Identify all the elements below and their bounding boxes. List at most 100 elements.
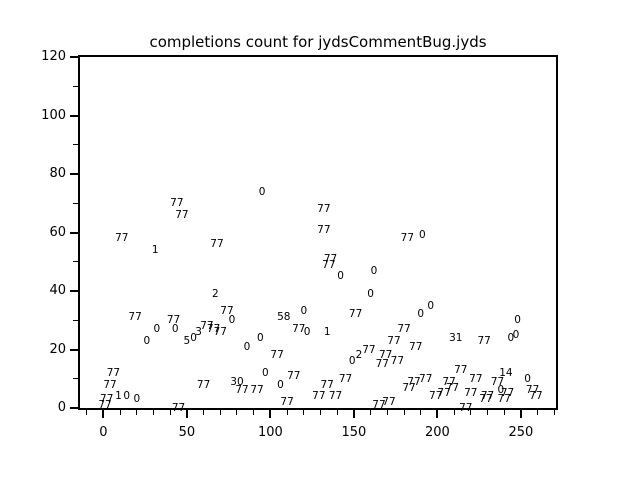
- x-minor-tick: [253, 410, 255, 415]
- x-minor-tick: [136, 410, 138, 415]
- x-major-tick: [352, 410, 355, 418]
- y-minor-tick: [73, 319, 78, 321]
- data-point-label: 77: [362, 343, 376, 356]
- y-tick-label: 0: [57, 400, 66, 415]
- data-point-label: 77: [235, 384, 249, 397]
- y-minor-tick: [73, 378, 78, 380]
- data-point-label: 0: [419, 229, 426, 242]
- y-tick-label: 120: [41, 49, 66, 64]
- x-tick-label: 100: [257, 425, 283, 440]
- data-point-label: 77: [206, 323, 221, 336]
- x-tick-label: 50: [178, 425, 196, 440]
- x-major-tick: [185, 410, 188, 418]
- y-minor-tick: [73, 261, 78, 263]
- data-point-label: 77: [323, 252, 338, 265]
- data-point-label: 1: [323, 325, 331, 338]
- data-point-label: 0: [133, 393, 141, 406]
- data-point-label: 77: [387, 334, 401, 347]
- data-point-label: 30: [230, 375, 244, 388]
- data-point-label: 0: [300, 305, 308, 318]
- data-point-label: 77: [479, 393, 493, 406]
- data-point-label: 77: [390, 355, 405, 368]
- data-point-label: 77: [400, 232, 415, 245]
- data-point-label: 3: [195, 325, 202, 338]
- data-point-label: 0: [514, 314, 521, 327]
- x-major-tick: [269, 410, 272, 418]
- data-point-label: 77: [419, 372, 433, 385]
- y-minor-tick: [73, 202, 78, 204]
- data-point-label: 0: [143, 334, 151, 347]
- x-minor-tick: [152, 410, 154, 415]
- x-minor-tick: [470, 410, 472, 415]
- data-point-label: 77: [378, 349, 393, 362]
- x-tick-label: 200: [424, 425, 450, 440]
- x-tick-label: 250: [508, 425, 534, 440]
- data-point-label: 77: [454, 363, 468, 376]
- x-minor-tick: [403, 410, 405, 415]
- data-point-label: 77: [477, 334, 491, 347]
- data-point-label: 0: [427, 299, 435, 312]
- y-tick-label: 100: [41, 107, 66, 123]
- data-point-label: 77: [317, 203, 331, 216]
- data-point-label: 77: [100, 393, 114, 406]
- x-major-tick: [436, 410, 439, 418]
- y-minor-tick: [73, 85, 78, 87]
- data-point-label: 0: [370, 264, 378, 277]
- data-point-label: 77: [469, 372, 483, 385]
- x-minor-tick: [420, 410, 422, 415]
- data-point-label: 77: [525, 384, 540, 397]
- data-point-label: 77: [312, 390, 326, 403]
- data-point-label: 77: [292, 323, 306, 336]
- data-point-label: 0: [243, 340, 251, 353]
- data-point-label: 0: [262, 366, 269, 379]
- data-point-label: 77: [529, 390, 543, 403]
- data-point-label: 77: [500, 387, 515, 400]
- x-minor-tick: [453, 410, 455, 415]
- data-point-label: 77: [338, 372, 353, 385]
- data-point-label: 77: [166, 314, 181, 327]
- data-point-label: 77: [320, 378, 334, 391]
- x-minor-tick: [553, 410, 555, 415]
- y-minor-tick: [73, 144, 78, 146]
- data-point-label: 77: [437, 387, 451, 400]
- y-tick-label: 60: [49, 224, 66, 240]
- data-point-label: 0: [153, 323, 161, 336]
- data-point-label: 77: [287, 369, 301, 382]
- x-minor-tick: [169, 410, 171, 415]
- x-minor-tick: [370, 410, 372, 415]
- data-point-label: 77: [170, 197, 184, 210]
- data-point-label: 14: [499, 366, 513, 379]
- data-point-label: 77: [103, 378, 117, 391]
- data-point-label: 77: [128, 311, 142, 324]
- data-point-label: 77: [213, 325, 227, 338]
- data-point-label: 77: [196, 378, 211, 391]
- data-point-label: 0: [190, 331, 197, 344]
- data-point-label: 77: [459, 402, 473, 414]
- data-point-label: 77: [106, 366, 121, 379]
- y-major-tick: [70, 56, 78, 58]
- x-minor-tick: [119, 410, 121, 415]
- data-point-label: 31: [449, 331, 463, 344]
- data-point-label: 77: [200, 320, 214, 333]
- data-point-label: 0: [123, 390, 131, 403]
- data-point-label: 0: [367, 287, 374, 300]
- data-point-label: 0: [337, 270, 344, 283]
- data-point-label: 0: [507, 331, 515, 344]
- data-point-label: 2: [211, 287, 219, 300]
- y-tick-label: 40: [49, 283, 66, 298]
- x-minor-tick: [219, 410, 221, 415]
- data-point-label: 77: [397, 323, 411, 336]
- x-minor-tick: [320, 410, 321, 415]
- data-point-label: 77: [464, 387, 478, 400]
- chart-title: completions count for jydsCommentBug.jyd…: [149, 33, 487, 51]
- plot-frame: [78, 55, 558, 410]
- data-point-label: 77: [317, 223, 331, 236]
- x-minor-tick: [286, 410, 288, 415]
- y-major-tick: [70, 231, 78, 234]
- y-tick-label: 80: [49, 166, 66, 181]
- x-minor-tick: [503, 410, 505, 415]
- data-point-label: 77: [490, 375, 505, 388]
- data-point-label: 77: [497, 393, 511, 406]
- data-point-label: 1: [115, 390, 122, 403]
